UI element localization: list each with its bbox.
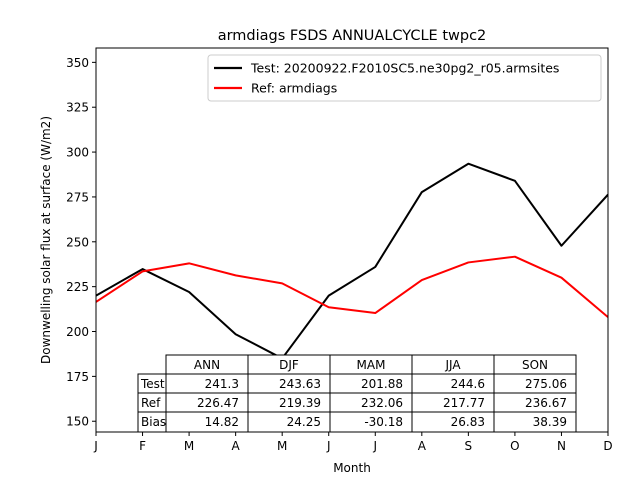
- x-axis-label: Month: [333, 461, 371, 475]
- table-cell-value: 226.47: [197, 396, 239, 410]
- table-cell-value: 201.88: [361, 377, 403, 391]
- legend-label: Test: 20200922.F2010SC5.ne30pg2_r05.arms…: [250, 61, 559, 76]
- table-cell-value: 24.25: [287, 415, 321, 429]
- plot-area-frame: [95, 47, 609, 433]
- y-tick-label: 300: [66, 146, 89, 160]
- x-tick-label: M: [277, 439, 287, 453]
- table-column-header: JJA: [444, 358, 461, 372]
- x-tick-label: A: [232, 439, 241, 453]
- table-column-header: DJF: [279, 358, 299, 372]
- series-lines: [96, 162, 608, 360]
- y-tick-label: 250: [66, 235, 89, 249]
- legend-label: Ref: armdiags: [251, 81, 337, 96]
- table-row-label: Test: [140, 377, 165, 391]
- x-tick-label: O: [510, 439, 519, 453]
- series-line-ref: [96, 255, 608, 318]
- chart-title: armdiags FSDS ANNUALCYCLE twpc2: [218, 28, 487, 44]
- legend-box: [207, 54, 602, 102]
- y-tick-label: 325: [66, 101, 89, 115]
- table-cell-value: 236.67: [525, 396, 567, 410]
- y-tick-label: 175: [66, 370, 89, 384]
- x-tick-label: F: [139, 439, 146, 453]
- table-row-label: Ref: [141, 396, 161, 410]
- series-line-test: [96, 162, 608, 360]
- y-axis: 150 175 200 225 250 275 300 325 350: [66, 56, 96, 429]
- y-axis-label: Downwelling solar flux at surface (W/m2): [39, 116, 53, 364]
- stats-table: ANN DJF MAM JJA SON 241.3 243.63 201.88 244.6 275…: [137, 354, 577, 433]
- x-tick-label: M: [184, 439, 194, 453]
- legend: Test: 20200922.F2010SC5.ne30pg2_r05.arms…: [207, 54, 602, 102]
- x-tick-label: D: [603, 439, 612, 453]
- table-cell-value: -30.18: [364, 415, 403, 429]
- y-tick-label: 225: [66, 280, 89, 294]
- y-tick-label: 200: [66, 325, 89, 339]
- table-cell-value: 244.6: [451, 377, 485, 391]
- y-tick-label: 350: [66, 56, 89, 70]
- table-cell-value: 219.39: [279, 396, 321, 410]
- x-tick-label: J: [372, 439, 377, 453]
- y-tick-label: 275: [66, 190, 89, 204]
- x-tick-label: S: [465, 439, 473, 453]
- x-tick-label: N: [557, 439, 566, 453]
- table-cell-value: 38.39: [533, 415, 567, 429]
- table-cell-value: 14.82: [205, 415, 239, 429]
- y-tick-label: 150: [66, 415, 89, 429]
- table-column-header: MAM: [357, 358, 386, 372]
- table-cell-value: 241.3: [205, 377, 239, 391]
- table-column-header: ANN: [194, 358, 220, 372]
- x-tick-label: J: [93, 439, 98, 453]
- table-cell-value: 217.77: [443, 396, 485, 410]
- table-cell-value: 232.06: [361, 396, 403, 410]
- table-cell-value: 243.63: [279, 377, 321, 391]
- x-tick-label: J: [326, 439, 331, 453]
- table-row-label: Bias: [141, 415, 166, 429]
- x-tick-label: A: [418, 439, 427, 453]
- table-cell-value: 26.83: [451, 415, 485, 429]
- table-column-header: SON: [522, 358, 548, 372]
- table-cell-value: 275.06: [525, 377, 567, 391]
